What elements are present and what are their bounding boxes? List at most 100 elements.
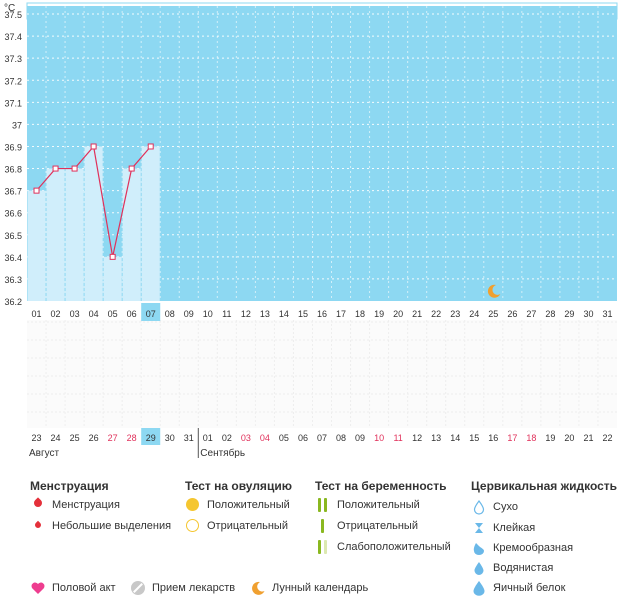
month-label: Август <box>29 448 60 459</box>
legend-medication: Прием лекарств <box>130 580 235 596</box>
cycle-day-label: 11 <box>222 309 231 319</box>
hourglass-icon <box>471 520 487 536</box>
egg-drop-icon <box>471 580 487 596</box>
legend-label: Отрицательный <box>337 520 418 532</box>
y-axis-unit: °C <box>4 3 15 14</box>
calendar-date-label: 18 <box>526 433 536 443</box>
legend-menstruation-title: Менструация <box>30 479 109 493</box>
y-tick-label: 36.5 <box>4 231 22 241</box>
y-tick-label: 36.9 <box>4 142 22 152</box>
calendar-date-label: 14 <box>450 433 460 443</box>
legend-label: Половой акт <box>52 582 116 594</box>
moon-icon <box>487 284 501 298</box>
calendar-date-label: 16 <box>488 433 498 443</box>
cycle-day-label: 30 <box>583 309 593 319</box>
cycle-day-label: 20 <box>393 309 403 319</box>
calendar-date-label: 04 <box>260 433 270 443</box>
calendar-date-label: 17 <box>507 433 517 443</box>
cycle-day-label: 28 <box>545 309 555 319</box>
cycle-day-label: 01 <box>32 309 42 319</box>
cycle-day-label: 31 <box>602 309 612 319</box>
cycle-day-label: 12 <box>241 309 251 319</box>
temperature-point <box>109 253 116 260</box>
creamy-drop-icon <box>471 540 487 556</box>
calendar-date-label: 27 <box>108 433 118 443</box>
y-tick-label: 37.5 <box>4 10 22 20</box>
calendar-date-label: 09 <box>355 433 365 443</box>
y-tick-label: 36.2 <box>4 297 22 307</box>
temperature-point <box>147 143 154 150</box>
month-label: Сентябрь <box>200 447 245 459</box>
cycle-day-label: 19 <box>374 309 384 319</box>
legend-label: Водянистая <box>493 562 554 574</box>
temperature-bar <box>27 190 46 301</box>
y-tick-label: 37 <box>12 120 22 130</box>
legend-intercourse: Половой акт <box>30 580 116 596</box>
cycle-day-label: 22 <box>431 309 441 319</box>
legend-label: Сухо <box>493 501 518 513</box>
cycle-day-label: 23 <box>450 309 460 319</box>
temperature-point <box>128 165 135 172</box>
heart-icon <box>30 580 46 596</box>
legend-label: Лунный календарь <box>272 582 369 594</box>
plot-area <box>26 2 618 428</box>
calendar-date-label: 20 <box>564 433 574 443</box>
calendar-date-label: 08 <box>336 433 346 443</box>
y-tick-label: 36.7 <box>4 187 22 197</box>
y-tick-label: 37.2 <box>4 76 22 86</box>
legend-cervical-title: Цервикальная жидкость <box>471 479 618 493</box>
temperature-bar <box>103 256 122 301</box>
legend-label: Небольшие выделения <box>52 520 172 532</box>
cycle-day-label: 17 <box>336 309 346 319</box>
cycle-day-label: 08 <box>165 309 175 319</box>
faint-double-bar-icon <box>315 539 331 555</box>
cycle-day-label: 16 <box>317 309 327 319</box>
cycle-day-label: 09 <box>184 309 194 319</box>
legend-label: Положительный <box>337 499 420 511</box>
drop-icon <box>30 497 46 513</box>
y-tick-label: 37.1 <box>4 98 22 108</box>
temperature-point <box>71 165 78 172</box>
water-drop-icon <box>471 560 487 576</box>
calendar-date-label: 24 <box>51 433 61 443</box>
cycle-day-label: 04 <box>89 309 99 319</box>
cycle-day-label: 26 <box>507 309 517 319</box>
calendar-date-label: 31 <box>184 433 194 443</box>
calendar-date-label: 12 <box>412 433 422 443</box>
legend-pregnancy-positive: Положительный <box>315 497 420 513</box>
single-bar-icon <box>315 518 331 534</box>
current-day-highlight-top <box>141 303 161 321</box>
calendar-date-label: 07 <box>317 433 327 443</box>
temperature-bar <box>141 146 160 301</box>
legend-pregnancy-title: Тест на беременность <box>315 479 447 493</box>
cycle-day-label: 29 <box>564 309 574 319</box>
cycle-day-label: 07 <box>146 309 156 319</box>
calendar-date-label: 13 <box>431 433 441 443</box>
filled-circle-icon <box>185 497 201 513</box>
calendar-date-label: 15 <box>469 433 479 443</box>
calendar-date-label: 01 <box>203 433 213 443</box>
cycle-day-label: 10 <box>203 309 213 319</box>
calendar-date-label: 25 <box>70 433 80 443</box>
cycle-day-label: 15 <box>298 309 308 319</box>
cycle-day-label: 13 <box>260 309 270 319</box>
cycle-day-label: 02 <box>51 309 61 319</box>
legend-ovulation-title: Тест на овуляцию <box>185 479 292 493</box>
temperature-point <box>33 187 40 194</box>
legend-label: Яичный белок <box>493 582 566 594</box>
y-axis: 36.2 36.3 36.4 36.5 36.6 36.7 36.8 36.9 37 37.1 37… <box>4 3 22 307</box>
bbt-chart: 36.2 36.3 36.4 36.5 36.6 36.7 36.8 36.9 37 37.1 37… <box>4 2 618 459</box>
cycle-day-label: 18 <box>355 309 365 319</box>
legend-label: Прием лекарств <box>152 582 236 594</box>
temperature-bar <box>65 168 84 301</box>
calendar-date-label: 30 <box>165 433 175 443</box>
temperature-bar <box>122 168 141 301</box>
legend-cervical-creamy: Кремообразная <box>471 540 573 556</box>
moon-icon <box>250 580 266 596</box>
cycle-day-label: 24 <box>469 309 479 319</box>
legend-label: Менструация <box>52 499 120 511</box>
cycle-day-label: 06 <box>127 309 137 319</box>
cycle-day-label: 21 <box>412 309 422 319</box>
y-tick-label: 36.6 <box>4 209 22 219</box>
empty-circle-icon <box>185 518 201 534</box>
